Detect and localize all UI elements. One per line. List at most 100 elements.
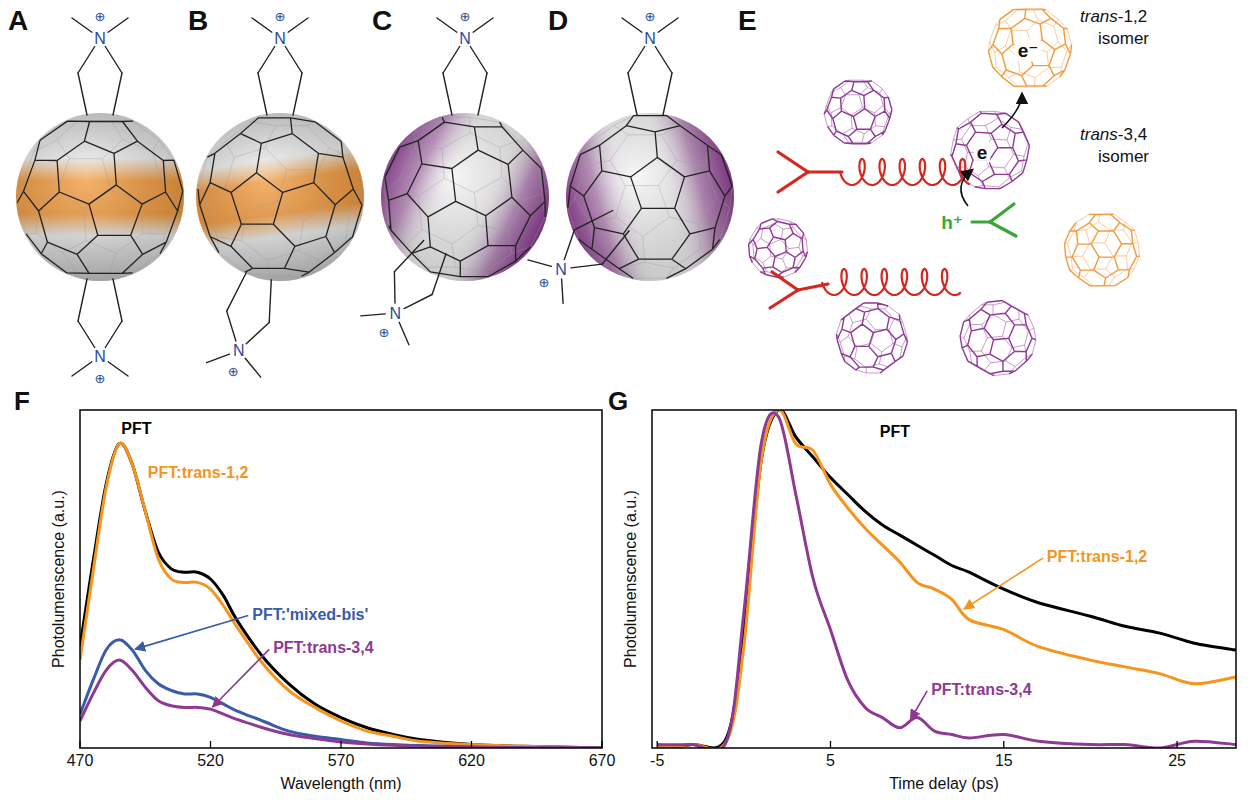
- fullerene-highlight: [381, 113, 549, 281]
- fullerene-back-bonds: [385, 117, 545, 276]
- side-chain: [798, 284, 828, 290]
- plot-frame: [80, 410, 602, 748]
- fullerene-wire: [749, 219, 808, 277]
- bond: [443, 47, 460, 74]
- x-tick-label: -5: [650, 752, 664, 769]
- plot-frame: [652, 410, 1236, 748]
- x-tick: [471, 741, 472, 748]
- bond: [394, 240, 423, 271]
- label-patch: [643, 9, 657, 23]
- charge-label: ⊕: [275, 9, 286, 24]
- fullerene-wire-back: [988, 10, 1071, 87]
- label-patch: [273, 9, 287, 23]
- pyrrolidinium-group: N⊕: [72, 9, 128, 116]
- bond: [432, 254, 446, 295]
- fullerene-shading: [16, 113, 184, 281]
- annotation-arrow: [135, 616, 248, 650]
- bond: [473, 18, 493, 32]
- bond: [258, 47, 275, 74]
- label-patch: [938, 211, 966, 234]
- charge-label: ⊕: [538, 275, 549, 290]
- bond: [622, 18, 642, 32]
- bond: [404, 295, 432, 309]
- bond: [528, 260, 552, 267]
- bond: [562, 279, 564, 303]
- fullerene-bonds: [385, 117, 545, 276]
- x-tick-label: 15: [995, 752, 1013, 769]
- bond: [72, 18, 92, 32]
- atom-label: N: [389, 305, 401, 322]
- bond: [245, 358, 261, 377]
- fullerene-back-bonds: [198, 118, 362, 276]
- x-axis-title: Time delay (ps): [889, 775, 999, 792]
- charge-label: ⊕: [645, 9, 656, 24]
- atom-label: N: [233, 342, 245, 359]
- side-chain: [778, 152, 808, 172]
- fullerene-wire: [824, 81, 892, 144]
- polymer-helix: [840, 159, 970, 185]
- fullerene-wire: [1065, 214, 1140, 286]
- bond: [258, 73, 267, 115]
- label-patch: [456, 29, 474, 47]
- bond: [628, 73, 637, 115]
- carrier-label: e: [977, 142, 988, 163]
- atom-label: N: [94, 348, 106, 365]
- isomer-label-part: trans: [1080, 125, 1118, 144]
- fullerene-back-bonds: [568, 116, 732, 279]
- series-label: PFT: [121, 420, 151, 437]
- annotation-arrow: [213, 649, 270, 707]
- x-tick: [210, 741, 211, 748]
- fullerene-bonds: [198, 118, 362, 276]
- fullerene-body: [381, 113, 549, 281]
- side-chain: [990, 222, 1016, 236]
- fullerene-back-bonds: [17, 121, 183, 273]
- polymer-helix: [822, 269, 961, 295]
- bond: [113, 73, 122, 115]
- label-patch: [93, 371, 107, 385]
- pyrrolidinium-group: N⊕: [207, 273, 272, 380]
- isomer-label-part: -3,4: [1118, 125, 1147, 144]
- series-label: PFT:trans-3,4: [931, 681, 1032, 698]
- x-tick-label: 570: [328, 752, 355, 769]
- fullerene-body: [196, 113, 364, 281]
- bond: [108, 18, 128, 32]
- panel-letter: F: [14, 386, 30, 416]
- bond: [285, 47, 302, 74]
- x-tick: [340, 741, 341, 748]
- bond: [113, 279, 122, 321]
- series-line: [80, 443, 602, 748]
- bond: [78, 73, 87, 115]
- label-patch: [386, 304, 404, 322]
- fullerene-body: [566, 113, 734, 281]
- label-patch: [552, 260, 570, 278]
- side-chain: [770, 290, 798, 308]
- label-patch: [1015, 39, 1042, 62]
- y-axis-title: Photolumenscence (a.u.): [622, 490, 639, 668]
- annotation-arrow: [964, 558, 1043, 609]
- fullerene-wire: [988, 9, 1071, 86]
- bond: [227, 273, 247, 311]
- scheme-panel: Ee⁻eh⁺trans-1,2isomertrans-3,4isomer: [738, 5, 1149, 376]
- annotation-arrow: [910, 691, 927, 720]
- bond: [269, 280, 271, 323]
- fullerene-bonds: [568, 116, 732, 279]
- charge-label: ⊕: [378, 325, 389, 340]
- fullerene-wire: [960, 301, 1036, 376]
- series-line: [80, 640, 602, 748]
- series-label: PFT:trans-3,4: [273, 639, 374, 656]
- molecule-panel: N⊕N⊕C: [361, 5, 549, 345]
- y-axis-title: Photolumenscence (a.u.): [50, 490, 67, 668]
- pyrrolidinium-group: N⊕: [622, 9, 678, 116]
- fullerene-wire-back: [824, 80, 892, 143]
- bond: [288, 18, 308, 32]
- label-patch: [641, 29, 659, 47]
- atom-label: N: [94, 30, 106, 47]
- bond: [602, 231, 629, 264]
- fullerene-bonds: [17, 121, 183, 273]
- label-patch: [226, 365, 240, 379]
- x-tick: [830, 741, 831, 748]
- bond: [105, 47, 122, 74]
- hole-label: h⁺: [941, 212, 963, 233]
- bond: [443, 73, 452, 115]
- bond: [252, 18, 272, 32]
